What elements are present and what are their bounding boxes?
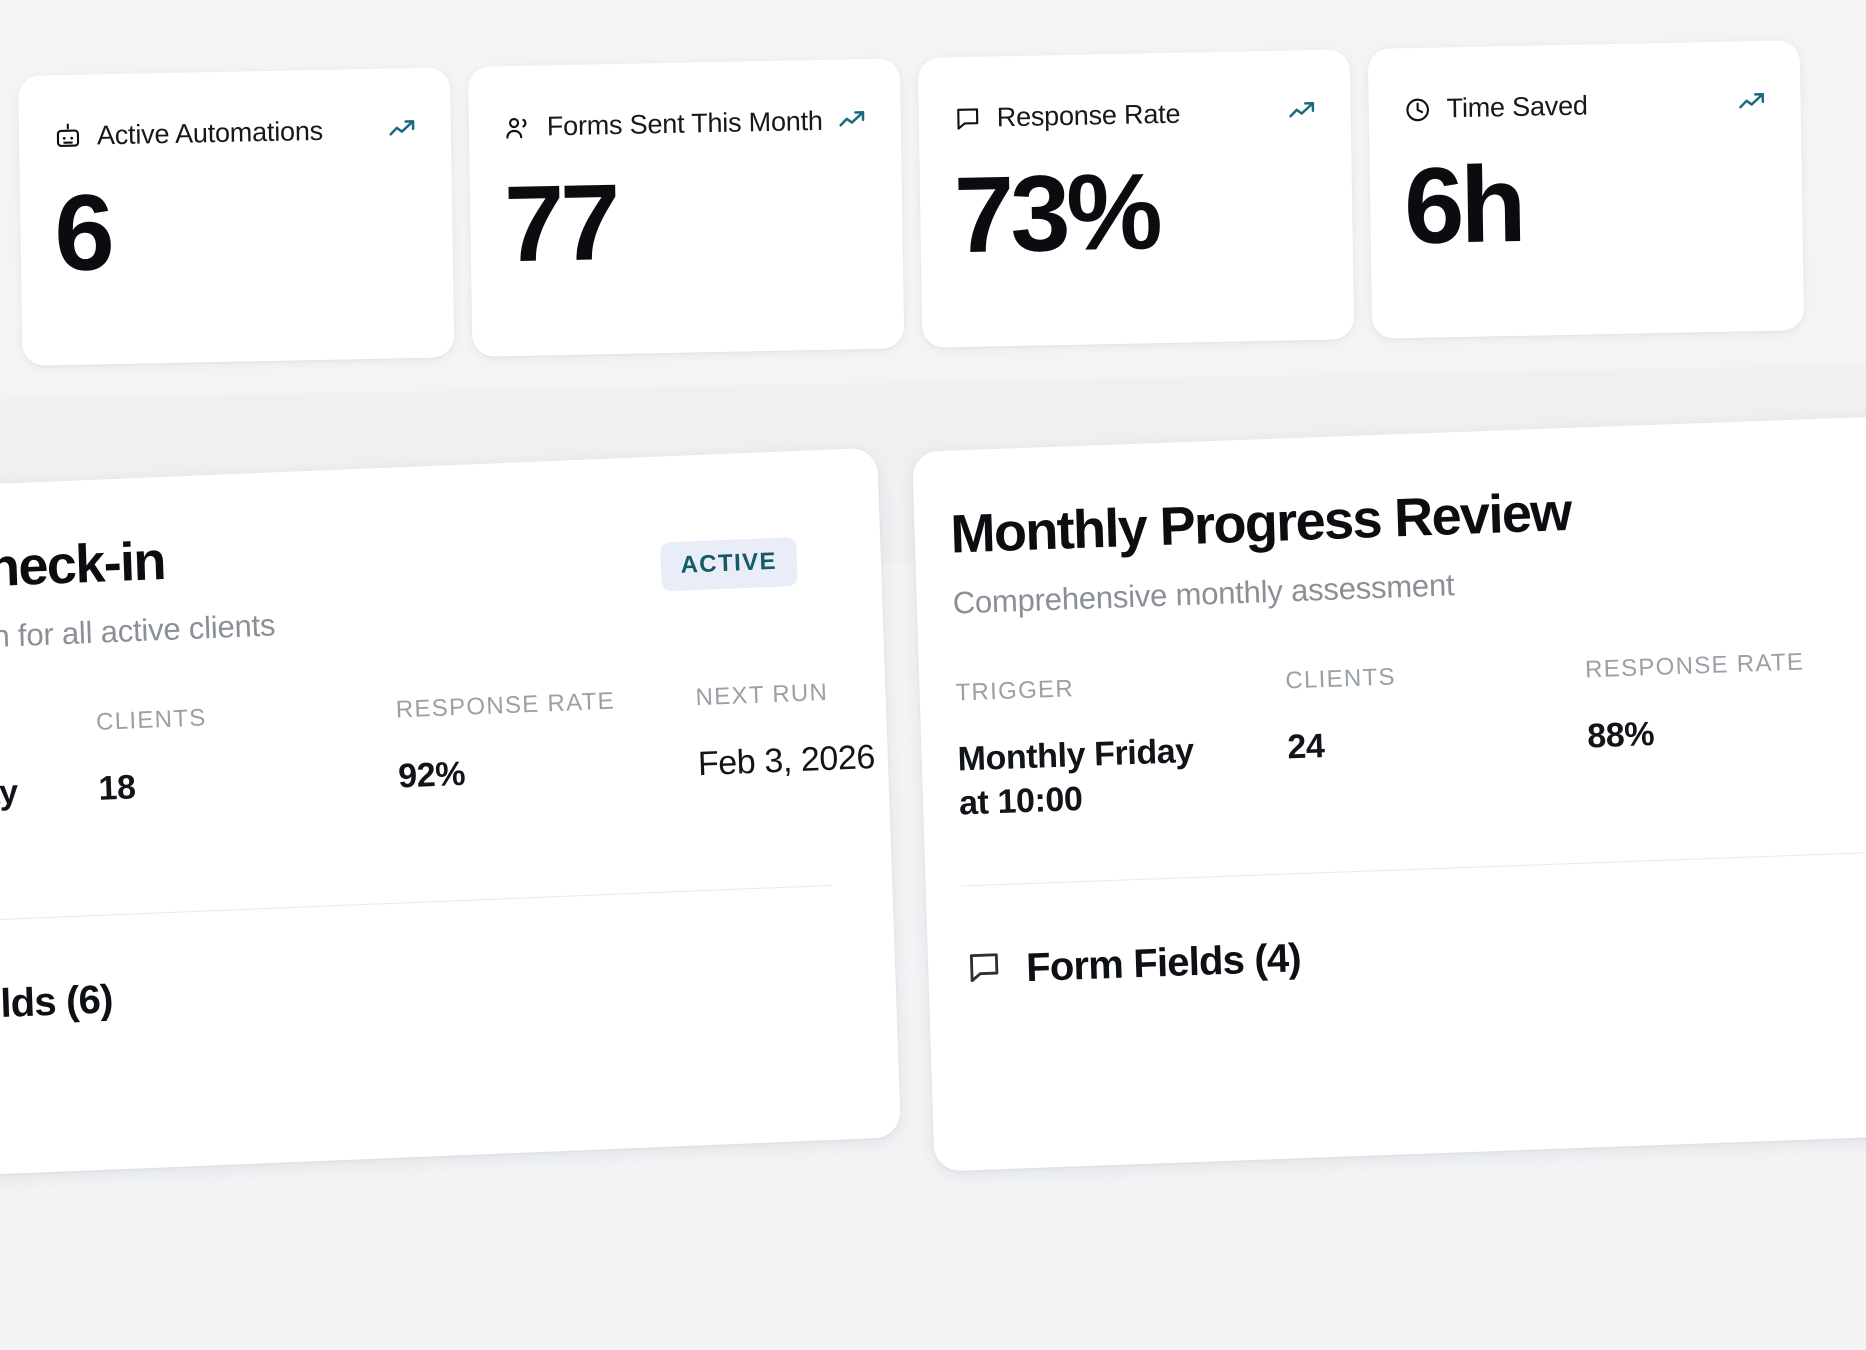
bot-icon (53, 121, 83, 152)
status-badge: ACTIVE (659, 537, 798, 592)
stat-card-forms-sent-this-month[interactable]: Forms Sent This Month 77 (467, 58, 905, 357)
automation-title: Monthly Progress Review (949, 481, 1572, 565)
automation-stats-grid: TRIGGER Weekly Monday at 9:00 CLIENTS 18… (0, 679, 876, 869)
automation-description: Standard check-in for all active clients (0, 607, 276, 663)
automation-stat-trigger: TRIGGER Weekly Monday at 9:00 (0, 709, 101, 869)
form-fields-label: Form Fields (6) (0, 977, 114, 1033)
stat-card-value: 77 (503, 161, 618, 285)
automation-response-rate-value: 92% (397, 754, 466, 796)
automation-clients-value: 24 (1286, 726, 1326, 767)
stat-card-active-automations[interactable]: Active Automations 6 (18, 67, 455, 366)
stat-card-response-rate[interactable]: Response Rate 73% (917, 49, 1355, 348)
stat-card-value: 6h (1403, 142, 1524, 267)
automation-stat-clients: CLIENTS 24 (1285, 656, 1589, 813)
automation-stat-clients: CLIENTS 18 (96, 696, 401, 855)
trending-up-icon (837, 105, 867, 136)
trending-up-icon (1286, 96, 1316, 127)
stats-card-row: Active Automations 6 (18, 38, 1866, 376)
trigger-schedule: Weekly Monday (0, 772, 19, 821)
stat-card-label: Forms Sent This Month (546, 105, 823, 142)
automation-card-monthly-progress-review[interactable]: Monthly Progress Review Comprehensive mo… (912, 410, 1866, 1172)
column-header-trigger: TRIGGER (0, 709, 97, 751)
automation-response-rate-value: 88% (1586, 714, 1655, 756)
automation-stat-trigger: TRIGGER Monthly Friday at 10:00 (955, 667, 1289, 825)
column-header-response-rate: RESPONSE RATE (395, 687, 616, 724)
stat-card-header-left: Response Rate (953, 99, 1181, 135)
automation-stats-grid: TRIGGER Monthly Friday at 10:00 CLIENTS … (955, 640, 1866, 826)
stat-card-header: Active Automations (53, 114, 417, 152)
stat-card-value: 73% (953, 150, 1160, 276)
form-fields-label: Form Fields (4) (1025, 936, 1302, 991)
automation-stat-response-rate: RESPONSE RATE 92% (395, 684, 700, 843)
trending-up-icon (387, 115, 417, 146)
card-divider (961, 845, 1866, 887)
automation-trigger-value: Monthly Friday at 10:00 (957, 725, 1290, 825)
column-header-clients: CLIENTS (95, 704, 207, 736)
message-square-icon (964, 947, 1005, 993)
stat-card-header: Time Saved (1402, 87, 1766, 125)
stat-card-label: Time Saved (1446, 90, 1588, 124)
users-icon (503, 112, 533, 143)
trigger-time: at 10:00 (958, 779, 1084, 823)
card-divider (0, 884, 833, 930)
automation-stat-response-rate: RESPONSE RATE 88% (1585, 645, 1866, 802)
clock-icon (1402, 94, 1432, 125)
stat-card-label: Response Rate (996, 98, 1181, 133)
stat-card-header-left: Forms Sent This Month (503, 106, 823, 143)
column-header-clients: CLIENTS (1284, 663, 1397, 695)
stat-card-header-left: Active Automations (53, 116, 323, 152)
trending-up-icon (1736, 87, 1766, 118)
form-fields-section[interactable]: Form Fields (4) (964, 909, 1866, 994)
stat-card-label: Active Automations (96, 115, 324, 151)
trigger-schedule: Monthly Friday (957, 731, 1195, 779)
stat-card-header: Forms Sent This Month (503, 105, 867, 143)
column-header-trigger: TRIGGER (955, 674, 1075, 707)
stat-card-header: Response Rate (953, 96, 1317, 134)
column-header-response-rate: RESPONSE RATE (1584, 648, 1805, 684)
stat-card-header-left: Time Saved (1402, 91, 1588, 126)
stat-card-time-saved[interactable]: Time Saved 6h (1367, 40, 1805, 339)
message-square-icon (953, 103, 983, 134)
stat-card-value: 6 (53, 171, 112, 294)
automation-trigger-value: Weekly Monday at 9:00 (0, 767, 101, 869)
automation-card-weekly-check-in[interactable]: Weekly Check-in Standard check-in for al… (0, 447, 902, 1186)
form-fields-section[interactable]: Form Fields (6) (0, 948, 836, 1036)
automation-clients-value: 18 (97, 768, 137, 808)
